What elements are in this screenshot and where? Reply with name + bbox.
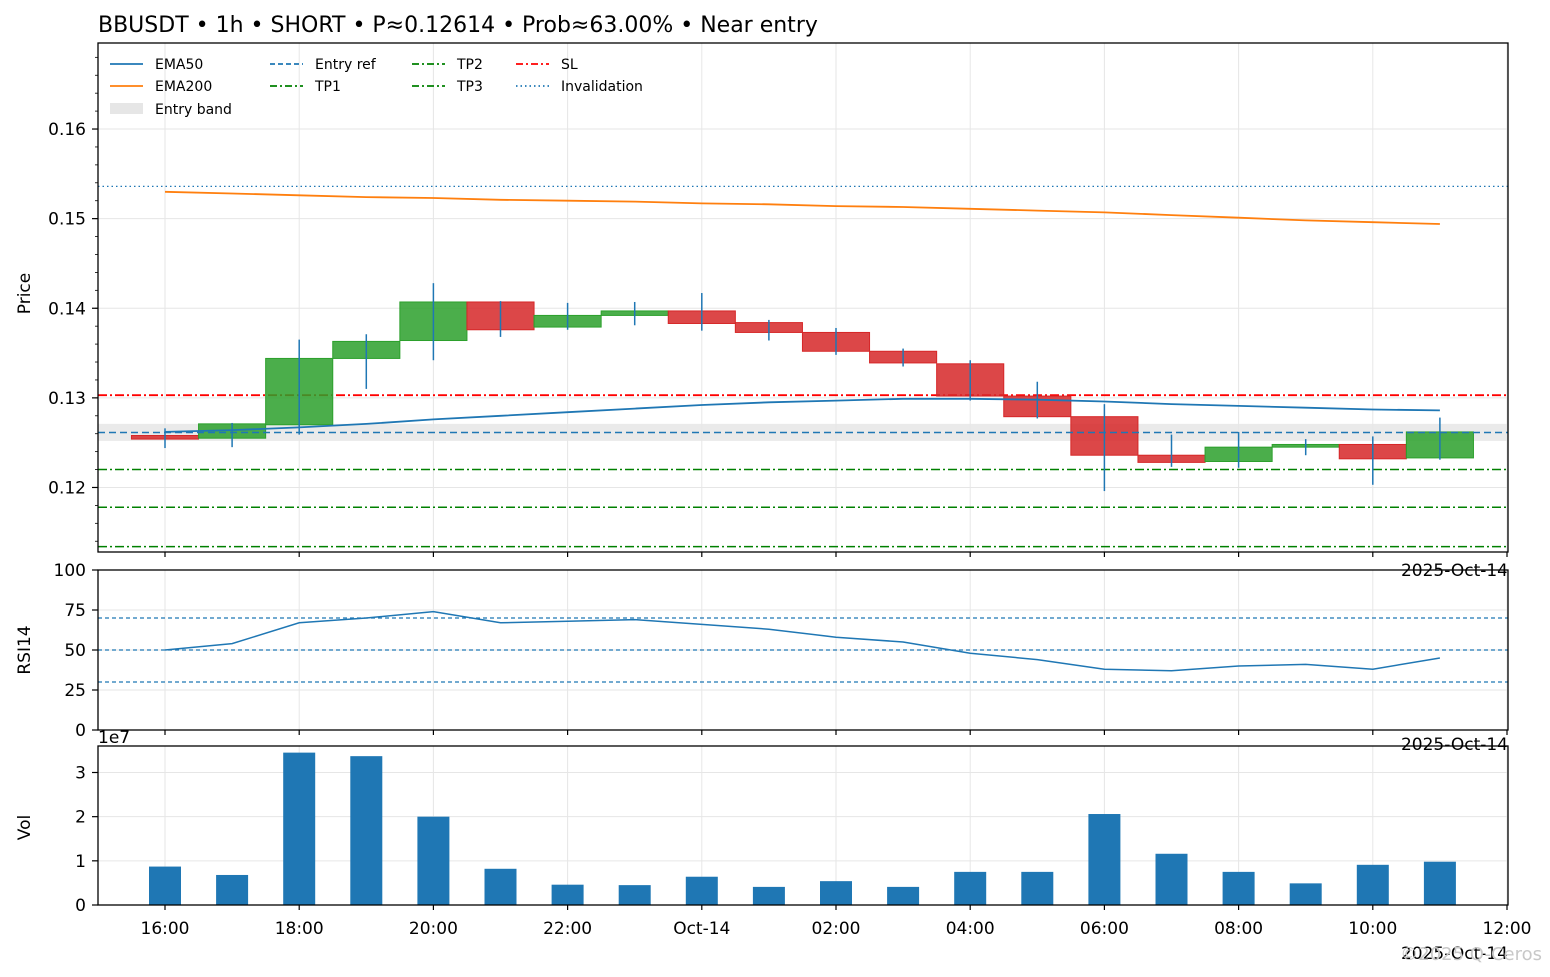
vol-ytick-label: 1 (75, 852, 86, 872)
legend-label: Entry ref (315, 57, 377, 73)
rsi-ytick-label: 50 (64, 641, 86, 661)
volume-bar (1356, 864, 1389, 905)
price-date-label: 2025-Oct-14 (1401, 561, 1508, 581)
price-ytick-label: 0.12 (48, 478, 86, 498)
x-tick-label: 22:00 (543, 919, 592, 939)
volume-bar (283, 752, 316, 905)
rsi-ytick-label: 100 (54, 561, 86, 581)
legend-label: Invalidation (561, 79, 643, 95)
chart-title: BBUSDT • 1h • SHORT • P≈0.12614 • Prob≈6… (98, 13, 818, 38)
legend-label: SL (561, 57, 578, 73)
volume-bar (685, 876, 718, 905)
rsi-line (164, 610, 1441, 672)
volume-bar (887, 886, 920, 905)
legend-label: TP1 (314, 79, 341, 95)
price-ytick-label: 0.14 (48, 299, 86, 319)
x-tick-label: 12:00 (1483, 919, 1532, 939)
vol-ytick-label: 0 (75, 896, 86, 916)
rsi-ytick-label: 0 (75, 721, 86, 741)
volume-bar (752, 886, 785, 905)
rsi-date-label: 2025-Oct-14 (1401, 735, 1508, 755)
x-tick-label: 20:00 (409, 919, 458, 939)
volume-bar (484, 868, 517, 905)
volume-bar (618, 885, 651, 905)
volume-bar (954, 871, 987, 905)
volume-bar (350, 756, 383, 905)
volume-bar (216, 874, 249, 905)
ema200-line (164, 190, 1440, 225)
x-tick-label: 10:00 (1348, 919, 1397, 939)
rsi-ytick-label: 75 (64, 601, 86, 621)
price-ytick-label: 0.16 (48, 120, 86, 140)
legend-label: TP2 (456, 57, 483, 73)
legend-label: EMA200 (155, 79, 212, 95)
volume-panel: 0 1 2 3 1e7 Vol 16:00 18:00 20:00 22:00 Oct-14 02:0… (15, 728, 1532, 964)
legend-swatch (110, 103, 143, 114)
volume-bar (1289, 883, 1322, 905)
price-panel: 0.12 0.13 0.14 0.15 0.16 EMA50 EMA200 Entry ban… (15, 42, 1509, 581)
rsi-panel: 0 25 50 75 100 RSI14 2025-Oct-14 (15, 561, 1509, 755)
x-tick-label: Oct-14 (673, 919, 730, 939)
volume-bar (417, 816, 450, 905)
x-tick-label: 06:00 (1080, 919, 1129, 939)
x-tick-label: 04:00 (946, 919, 995, 939)
price-ytick-label: 0.13 (48, 389, 86, 409)
volume-bar (149, 866, 181, 905)
x-tick-label: 18:00 (275, 919, 324, 939)
vol-frame (97, 745, 1509, 906)
ema50-line (164, 397, 1440, 433)
rsi-ylabel: RSI14 (15, 625, 35, 674)
volume-bar (551, 884, 584, 905)
price-ytick-label: 0.15 (48, 210, 86, 230)
legend-label: TP3 (456, 79, 483, 95)
volume-bar (820, 881, 852, 905)
volume-bar (1088, 814, 1121, 905)
rsi-frame (97, 569, 1509, 731)
rsi-ytick-label: 25 (64, 681, 86, 701)
price-frame (97, 42, 1509, 553)
x-tick-label: 02:00 (812, 919, 861, 939)
volume-bar (1222, 871, 1255, 905)
x-tick-label: 16:00 (141, 919, 190, 939)
volume-bar (1423, 861, 1456, 905)
volume-bar (1021, 871, 1054, 905)
vol-ylabel: Vol (15, 815, 35, 840)
vol-scale-label: 1e7 (98, 728, 130, 748)
x-tick-label: 08:00 (1214, 919, 1263, 939)
legend-label: Entry band (155, 102, 232, 118)
volume-bar (1155, 853, 1188, 905)
vol-ytick-label: 2 (75, 808, 86, 828)
price-ylabel: Price (15, 273, 35, 314)
vol-ytick-label: 3 (75, 764, 86, 784)
legend-label: EMA50 (155, 57, 203, 73)
watermark: ©2025 Q-Ceros (1400, 944, 1542, 965)
vol-date-label: 2025-Oct-14 (1401, 944, 1508, 964)
